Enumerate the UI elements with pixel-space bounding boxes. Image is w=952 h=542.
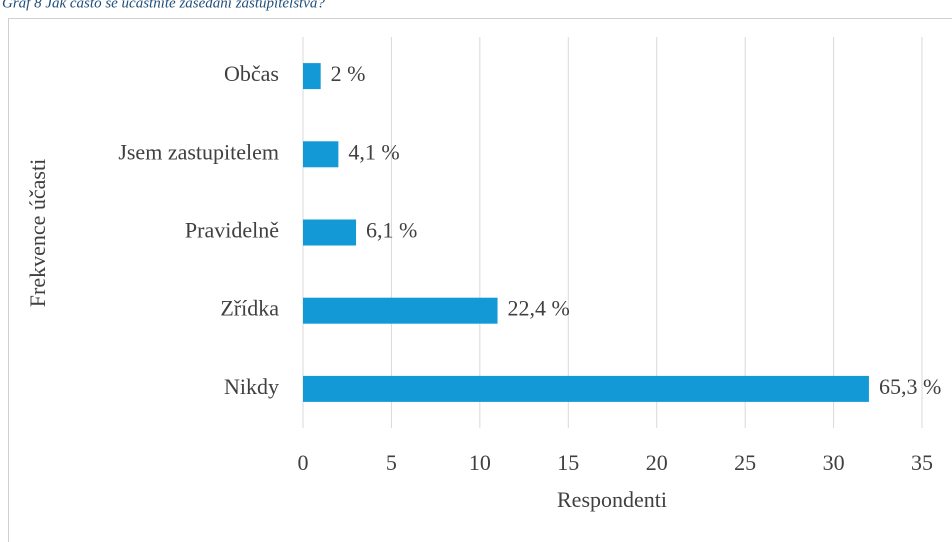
bar: [303, 141, 339, 168]
y-tick-label: Nikdy: [224, 374, 279, 399]
chart-border: [8, 18, 952, 542]
x-tick-label: 0: [298, 450, 309, 475]
x-tick-label: 5: [386, 450, 397, 475]
x-tick-label: 20: [646, 450, 668, 475]
chart-title: Graf 8 Jak často se účastníte zasedání z…: [2, 0, 325, 11]
bar: [303, 375, 869, 402]
bar: [303, 297, 498, 324]
value-label: 6,1 %: [366, 218, 417, 243]
y-axis-title: Frekvence účasti: [25, 159, 50, 307]
y-tick-label: Občas: [224, 61, 279, 86]
x-axis-title: Respondenti: [557, 487, 667, 512]
bar: [303, 219, 357, 246]
bar: [303, 63, 321, 90]
value-label: 2 %: [331, 61, 366, 86]
x-tick-label: 30: [823, 450, 845, 475]
value-label: 22,4 %: [508, 296, 570, 321]
y-tick-label: Pravidelně: [185, 218, 279, 243]
x-tick-label: 15: [557, 450, 579, 475]
value-label: 65,3 %: [879, 374, 941, 399]
x-tick-label: 25: [734, 450, 756, 475]
x-tick-label: 35: [911, 450, 933, 475]
value-label: 4,1 %: [348, 139, 399, 164]
x-tick-label: 10: [469, 450, 491, 475]
y-tick-label: Zřídka: [220, 296, 279, 321]
y-tick-label: Jsem zastupitelem: [118, 139, 279, 164]
